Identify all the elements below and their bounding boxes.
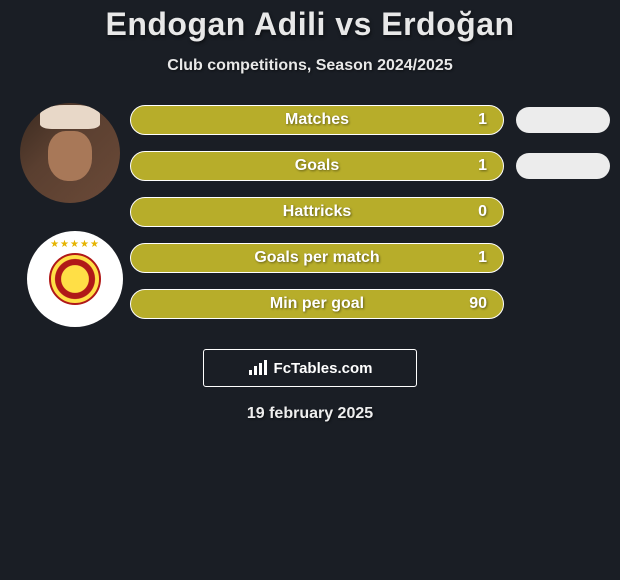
stat-bar: Hattricks 0 <box>130 197 504 227</box>
stat-bar: Min per goal 90 <box>130 289 504 319</box>
stat-row-goals: Goals 1 <box>130 151 610 181</box>
stat-row-min-per-goal: Min per goal 90 <box>130 289 610 319</box>
club-avatar: ★★★★★ <box>27 231 123 327</box>
stat-row-hattricks: Hattricks 0 <box>130 197 610 227</box>
subtitle: Club competitions, Season 2024/2025 <box>0 57 620 75</box>
stat-value: 1 <box>478 157 487 175</box>
stat-bar: Goals 1 <box>130 151 504 181</box>
stat-label: Goals per match <box>254 249 379 267</box>
stat-value: 1 <box>478 249 487 267</box>
stat-value: 90 <box>469 295 487 313</box>
page-title: Endogan Adili vs Erdoğan <box>0 6 620 43</box>
brand-badge[interactable]: FcTables.com <box>203 349 417 387</box>
stat-row-matches: Matches 1 <box>130 105 610 135</box>
stat-bar: Goals per match 1 <box>130 243 504 273</box>
avatars-column: ★★★★★ <box>10 103 130 327</box>
side-pill <box>516 107 610 133</box>
bar-chart-icon <box>248 360 268 376</box>
stats-column: Matches 1 Goals 1 Hattricks 0 <box>130 103 610 319</box>
stat-value: 1 <box>478 111 487 129</box>
side-pill <box>516 153 610 179</box>
stat-label: Goals <box>295 157 339 175</box>
player-avatar <box>20 103 120 203</box>
stat-label: Matches <box>285 111 349 129</box>
club-stars-icon: ★★★★★ <box>50 239 100 250</box>
stat-value: 0 <box>478 203 487 221</box>
stat-label: Hattricks <box>283 203 351 221</box>
stat-row-goals-per-match: Goals per match 1 <box>130 243 610 273</box>
brand-text: FcTables.com <box>274 360 373 377</box>
date-text: 19 february 2025 <box>247 405 373 423</box>
comparison-card: Endogan Adili vs Erdoğan Club competitio… <box>0 0 620 423</box>
stat-label: Min per goal <box>270 295 364 313</box>
club-crest-icon: ★★★★★ <box>49 253 101 305</box>
body-row: ★★★★★ Matches 1 Goals 1 <box>0 103 620 327</box>
footer: FcTables.com 19 february 2025 <box>0 349 620 423</box>
stat-bar: Matches 1 <box>130 105 504 135</box>
